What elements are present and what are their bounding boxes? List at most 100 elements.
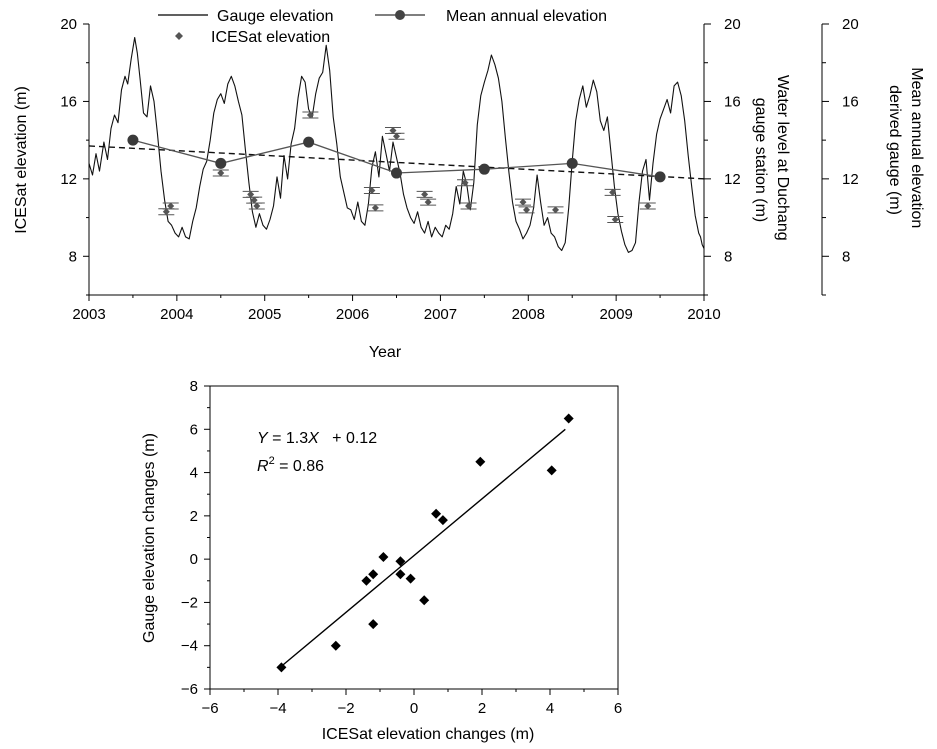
- right-axis-1-tick-label: 20: [724, 16, 741, 33]
- right-axis-1-tick-label: 8: [724, 248, 732, 265]
- scatter-point: [419, 595, 430, 606]
- right-axis-1-label-line2: gauge station (m): [752, 98, 769, 223]
- icesat-diamond: [253, 202, 261, 210]
- scatter-point: [405, 573, 416, 584]
- right-axis-2-tick-label: 16: [842, 93, 859, 110]
- r2-value: = 0.86: [275, 458, 324, 475]
- icesat-diamond: [162, 208, 170, 216]
- mean-annual-point: [215, 157, 227, 169]
- equation-x-var: X: [307, 430, 320, 447]
- gauge-elevation-line-layer: [88, 36, 705, 253]
- icesat-diamond: [519, 198, 527, 206]
- r2-superscript: 2: [269, 455, 275, 467]
- mean-annual-point: [127, 134, 139, 146]
- equation-part2: + 0.12: [319, 430, 377, 447]
- dashed-trend-line: [88, 145, 705, 180]
- icesat-diamond: [644, 202, 652, 210]
- mean-annual-point: [391, 167, 402, 179]
- icesat-diamond: [424, 198, 432, 206]
- icesat-point: [162, 202, 179, 210]
- right-axis-1-tick-label: 12: [724, 171, 741, 188]
- right-axis-2-tick-label: 8: [842, 248, 850, 265]
- scatter-x-tick-label: 0: [410, 700, 418, 717]
- icesat-diamond: [421, 190, 429, 198]
- icesat-point: [547, 206, 564, 214]
- icesat-point: [457, 179, 474, 187]
- icesat-point: [302, 111, 319, 119]
- scatter-x-tick-label: 2: [478, 700, 486, 717]
- legend-icesat-swatch: [175, 32, 183, 40]
- icesat-diamond: [523, 206, 531, 214]
- scatter-r2: R2 = 0.86: [257, 455, 324, 475]
- scatter-y-tick-label: 0: [190, 551, 198, 568]
- scatter-point: [330, 640, 341, 651]
- scatter-ticks: −6 −4 −2 0 2 4 6 −6 −4 −2 0 2 4 6 8: [181, 378, 622, 717]
- top-y-tick-label: 12: [60, 171, 77, 188]
- top-y-tick-label: 16: [60, 93, 77, 110]
- legend-icesat-label: ICESat elevation: [211, 29, 330, 46]
- scatter-point: [361, 575, 372, 586]
- icesat-point: [416, 190, 433, 198]
- regression-fit-line: [280, 428, 566, 667]
- top-x-tick-label: 2006: [336, 306, 369, 323]
- scatter-y-tick-label: −4: [181, 638, 198, 655]
- icesat-point: [639, 202, 656, 210]
- scatter-point: [431, 508, 442, 519]
- scatter-point: [395, 569, 406, 580]
- icesat-point: [367, 204, 384, 212]
- trend-line-layer: [88, 145, 705, 180]
- legend-mean-swatch-dot: [395, 10, 405, 20]
- icesat-diamond: [371, 204, 379, 212]
- top-x-tick-label: 2004: [160, 306, 193, 323]
- right-axis-1-label-line1: Water level at Duchang: [774, 75, 791, 241]
- right-axis-2-tick-label: 20: [842, 16, 859, 33]
- top-y-tick-label: 8: [69, 248, 77, 265]
- icesat-diamond: [306, 111, 314, 119]
- equation-y-var: Y: [257, 430, 269, 447]
- scatter-x-tick-label: −4: [269, 700, 286, 717]
- icesat-point: [515, 198, 532, 206]
- scatter-x-tick-label: 6: [614, 700, 622, 717]
- icesat-diamond: [461, 179, 469, 187]
- top-x-tick-label: 2010: [687, 306, 720, 323]
- mean-annual-point: [303, 136, 315, 148]
- icesat-diamond: [250, 196, 258, 204]
- scatter-point: [276, 662, 287, 673]
- top-y-tick-label: 20: [60, 16, 77, 33]
- scatter-y-tick-label: −6: [181, 681, 198, 698]
- icesat-point: [363, 186, 380, 194]
- top-x-axis-label: Year: [369, 344, 402, 361]
- scatter-y-axis-label: Gauge elevation changes (m): [141, 433, 158, 643]
- icesat-point: [420, 198, 437, 206]
- legend-gauge-label: Gauge elevation: [217, 8, 334, 25]
- top-ticks: 2003 2004 2005 2006 2007 2008 2009 2010 8 12 16 20 8…: [60, 16, 858, 323]
- scatter-y-tick-label: 8: [190, 378, 198, 395]
- right-axis-2-label-line1: Mean annual elevation: [908, 67, 925, 228]
- scatter-point: [563, 413, 574, 424]
- top-x-tick-label: 2007: [424, 306, 457, 323]
- scatter-y-tick-label: 2: [190, 508, 198, 525]
- icesat-diamond: [393, 132, 400, 140]
- icesat-diamond: [217, 169, 225, 177]
- icesat-diamond: [368, 186, 376, 194]
- top-x-tick-label: 2005: [248, 306, 281, 323]
- scatter-point: [368, 569, 379, 580]
- mean-annual-point: [654, 171, 666, 183]
- icesat-point: [460, 202, 477, 210]
- scatter-points-layer: [276, 413, 574, 673]
- icesat-points-layer: [158, 111, 656, 224]
- top-legend: Gauge elevation ICESat elevation Mean an…: [158, 8, 607, 46]
- icesat-point: [518, 206, 535, 214]
- icesat-point: [248, 202, 265, 210]
- scatter-point: [378, 551, 389, 562]
- scatter-x-tick-label: −6: [201, 700, 218, 717]
- right-axis-2-label-line2: derived gauge (m): [886, 85, 903, 215]
- icesat-point: [212, 169, 229, 177]
- scatter-x-tick-label: −2: [337, 700, 354, 717]
- right-axis-1-tick-label: 16: [724, 93, 741, 110]
- mean-annual-point: [478, 163, 490, 175]
- r2-var: R: [257, 458, 269, 475]
- scatter-point: [437, 515, 448, 526]
